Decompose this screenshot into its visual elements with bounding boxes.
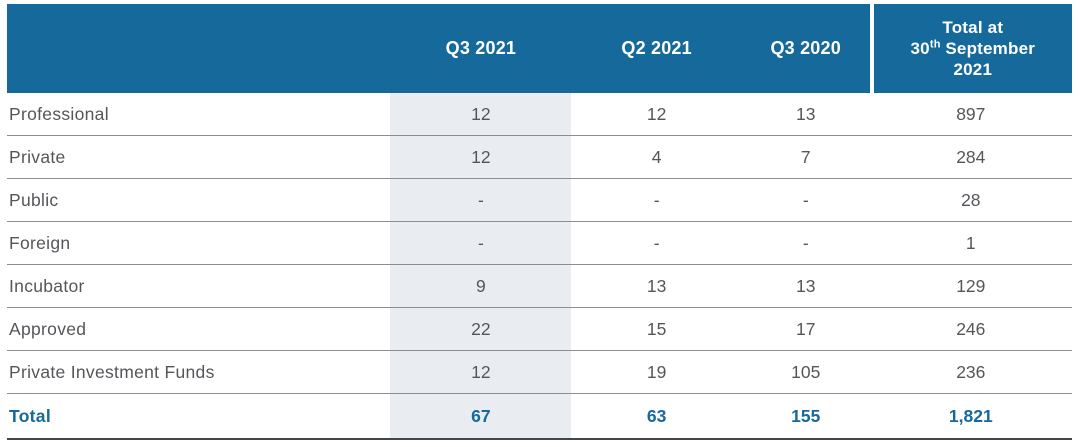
- row-label: Approved: [9, 318, 87, 339]
- cell-value: 63: [646, 405, 667, 426]
- row-label: Private Investment Funds: [9, 361, 215, 382]
- table-row-approved: Approved 22 15 17 246: [7, 308, 1072, 351]
- cell-value: 17: [795, 318, 816, 339]
- cell-value: 12: [390, 351, 572, 393]
- header-total-year: 2021: [953, 60, 993, 80]
- row-label: Public: [9, 189, 59, 210]
- cell-value: 9: [390, 265, 572, 307]
- header-cell-q3-2020: Q3 2020: [741, 4, 870, 93]
- header-total-month: September: [945, 38, 1036, 58]
- header-cell-empty: [7, 4, 391, 93]
- row-label: Professional: [9, 103, 109, 124]
- header-cell-q3-2021: Q3 2021: [390, 4, 572, 93]
- cell-value: 4: [651, 146, 662, 167]
- table-row-professional: Professional 12 12 13 897: [7, 93, 1072, 136]
- table-row-incubator: Incubator 9 13 13 129: [7, 265, 1072, 308]
- row-label: Private: [9, 146, 66, 167]
- cell-value: -: [802, 232, 809, 253]
- cell-value: 129: [956, 275, 986, 296]
- cell-value: 13: [795, 103, 816, 124]
- header-cell-total: Total at 30th September 2021: [869, 4, 1072, 93]
- table-row-foreign: Foreign - - - 1: [7, 222, 1072, 265]
- row-label: Foreign: [9, 232, 71, 253]
- header-total-text: Total at 30th September 2021: [911, 17, 1036, 81]
- table-header-row: Q3 2021 Q2 2021 Q3 2020 Total at 30th Sep…: [7, 4, 1072, 93]
- cell-value: 12: [390, 93, 572, 135]
- statistics-table: Q3 2021 Q2 2021 Q3 2020 Total at 30th Sep…: [7, 4, 1072, 440]
- cell-value: 155: [791, 405, 821, 426]
- cell-value: 897: [956, 103, 986, 124]
- row-label: Incubator: [9, 275, 85, 296]
- cell-value: 284: [956, 146, 986, 167]
- row-label: Total: [9, 405, 52, 426]
- header-total-day: 30: [910, 38, 930, 58]
- cell-value: 105: [791, 361, 821, 382]
- cell-value: 1,821: [948, 405, 993, 426]
- cell-value: 15: [646, 318, 667, 339]
- cell-value: 13: [795, 275, 816, 296]
- cell-value: 7: [800, 146, 811, 167]
- cell-value: 246: [956, 318, 986, 339]
- table-row-private-investment-funds: Private Investment Funds 12 19 105 236: [7, 351, 1072, 394]
- header-cell-q2-2021: Q2 2021: [571, 4, 742, 93]
- cell-value: 1: [965, 232, 976, 253]
- table-row-private: Private 12 4 7 284: [7, 136, 1072, 179]
- cell-value: -: [390, 222, 572, 264]
- cell-value: 67: [390, 394, 572, 438]
- cell-value: -: [802, 189, 809, 210]
- header-total-ordinal: th: [929, 38, 941, 51]
- table-row-total: Total 67 63 155 1,821: [7, 394, 1072, 440]
- table-row-public: Public - - - 28: [7, 179, 1072, 222]
- cell-value: -: [653, 189, 660, 210]
- cell-value: 12: [646, 103, 667, 124]
- cell-value: 236: [956, 361, 986, 382]
- cell-value: 12: [390, 136, 572, 178]
- header-total-line1: Total at: [942, 17, 1004, 37]
- cell-value: -: [390, 179, 572, 221]
- cell-value: 19: [646, 361, 667, 382]
- cell-value: 13: [646, 275, 667, 296]
- cell-value: -: [653, 232, 660, 253]
- cell-value: 22: [390, 308, 572, 350]
- cell-value: 28: [961, 189, 981, 210]
